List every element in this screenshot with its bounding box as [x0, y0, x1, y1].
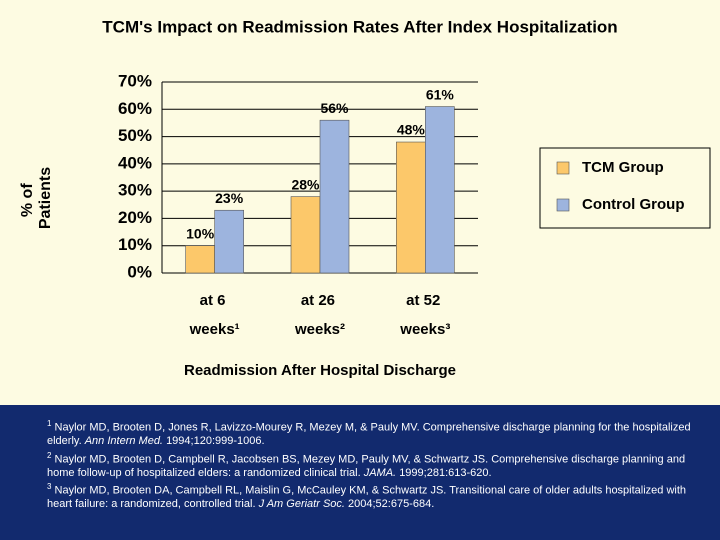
footnote: 3 Naylor MD, Brooten DA, Campbell RL, Ma… — [47, 480, 697, 512]
chart-background — [0, 0, 720, 405]
y-tick-label: 20% — [118, 208, 152, 227]
footnote-marker: 3 — [47, 482, 52, 492]
footnote-text: Naylor MD, Brooten D, Jones R, Lavizzo-M… — [47, 421, 691, 448]
bar — [214, 209, 244, 274]
footnotes: 1 Naylor MD, Brooten D, Jones R, Lavizzo… — [47, 417, 697, 512]
footnote: 1 Naylor MD, Brooten D, Jones R, Lavizzo… — [47, 417, 697, 449]
data-label: 28% — [291, 176, 320, 192]
footnote: 2 Naylor MD, Brooten D, Campbell R, Jaco… — [47, 449, 697, 481]
legend-label: TCM Group — [582, 159, 664, 176]
y-tick-label: 60% — [118, 99, 152, 118]
legend-swatch — [556, 161, 570, 175]
footnote-citation: 2004;52:675-684. — [348, 498, 435, 511]
y-tick-label: 50% — [118, 126, 152, 145]
footnote-text: Naylor MD, Brooten DA, Campbell RL, Mais… — [47, 484, 687, 511]
data-label: 10% — [186, 225, 215, 241]
legend-swatch — [556, 198, 570, 212]
data-label: 48% — [397, 122, 426, 138]
footnote-journal: Ann Intern Med. — [84, 435, 163, 448]
bar — [319, 119, 350, 274]
legend-label: Control Group — [582, 196, 684, 213]
x-tick-label: at 6 weeks¹ — [189, 292, 240, 338]
y-tick-label: 30% — [118, 181, 152, 200]
y-axis-title: % of Patients — [19, 167, 54, 229]
bar — [185, 245, 215, 274]
bar — [396, 141, 426, 274]
footnote-marker: 1 — [47, 419, 52, 428]
y-tick-label: 40% — [118, 153, 152, 172]
data-label: 56% — [320, 100, 349, 116]
x-tick-label: at 26 weeks² — [294, 292, 345, 338]
legend-box — [539, 147, 711, 229]
footnote-journal: J Am Geriatr Soc. — [258, 498, 345, 511]
bar — [290, 196, 321, 274]
data-label: 23% — [215, 190, 244, 206]
y-tick-label: 0% — [127, 262, 152, 281]
footnote-citation: 1999;281:613-620. — [399, 466, 492, 479]
chart-title: TCM's Impact on Readmission Rates After … — [102, 17, 617, 36]
footnote-journal: JAMA. — [363, 466, 397, 479]
footnote-citation: 1994;120:999-1006. — [166, 435, 265, 448]
footnote-text: Naylor MD, Brooten D, Campbell R, Jacobs… — [47, 453, 686, 479]
data-label: 61% — [426, 86, 455, 102]
x-tick-label: at 52 weeks³ — [399, 292, 450, 338]
y-tick-label: 70% — [118, 71, 152, 90]
footnote-marker: 2 — [47, 450, 52, 460]
x-axis-title: Readmission After Hospital Discharge — [184, 362, 456, 379]
chart: TCM's Impact on Readmission Rates After … — [0, 0, 720, 405]
y-tick-label: 10% — [118, 235, 152, 254]
bar — [425, 106, 455, 274]
